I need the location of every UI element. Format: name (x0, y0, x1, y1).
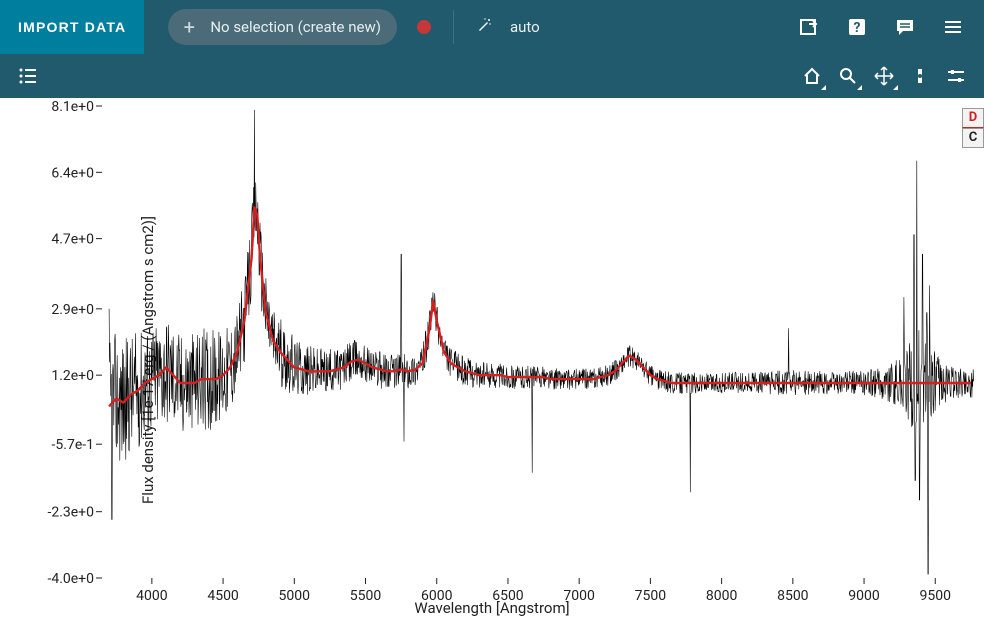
svg-text:9000: 9000 (848, 588, 880, 604)
svg-text:2.9e+0: 2.9e+0 (51, 302, 94, 318)
home-icon[interactable] (794, 58, 830, 94)
legend: D C (962, 108, 984, 148)
range-icon[interactable] (902, 58, 938, 94)
spectrum-chart: -4.0e+0 -2.3e+0 -5.7e-1 1.2e+0 2.9e+0 4.7e+0 6… (0, 98, 984, 621)
svg-text:4.7e+0: 4.7e+0 (51, 232, 94, 248)
divider (453, 10, 454, 44)
svg-text:5000: 5000 (279, 588, 311, 604)
auto-mode-label[interactable]: auto (510, 18, 540, 36)
svg-text:9500: 9500 (920, 588, 952, 604)
topbar: IMPORT DATA + No selection (create new) … (0, 0, 984, 54)
comment-icon[interactable] (894, 16, 916, 38)
pan-icon[interactable] (866, 58, 902, 94)
svg-text:6500: 6500 (492, 588, 524, 604)
svg-text:-5.7e-1: -5.7e-1 (52, 437, 94, 453)
plot-area[interactable]: Flux density [1e-17 erg / (Angstrom s cm… (0, 98, 984, 621)
plot-toolbar (0, 54, 984, 98)
legend-data-toggle[interactable]: D (962, 108, 984, 128)
selection-text: No selection (create new) (210, 18, 381, 36)
svg-text:-4.0e+0: -4.0e+0 (47, 571, 94, 587)
svg-text:6000: 6000 (421, 588, 453, 604)
svg-text:1.2e+0: 1.2e+0 (51, 368, 94, 384)
legend-continuum-toggle[interactable]: C (962, 128, 984, 148)
svg-text:-2.3e+0: -2.3e+0 (47, 505, 94, 521)
svg-text:5500: 5500 (350, 588, 382, 604)
topbar-actions: ? (798, 16, 984, 38)
svg-text:7000: 7000 (563, 588, 595, 604)
menu-icon[interactable] (942, 16, 964, 38)
plus-icon: + (178, 16, 200, 38)
magic-wand-icon[interactable] (476, 17, 492, 37)
svg-text:8.1e+0: 8.1e+0 (51, 99, 94, 115)
export-icon[interactable] (798, 16, 820, 38)
svg-text:?: ? (854, 20, 861, 36)
svg-text:8500: 8500 (777, 588, 809, 604)
svg-text:4500: 4500 (207, 588, 239, 604)
import-data-button[interactable]: IMPORT DATA (0, 0, 144, 54)
list-icon[interactable] (10, 58, 46, 94)
svg-text:8000: 8000 (706, 588, 738, 604)
svg-text:4000: 4000 (136, 588, 168, 604)
zoom-icon[interactable] (830, 58, 866, 94)
svg-text:7500: 7500 (635, 588, 667, 604)
record-indicator[interactable] (417, 20, 431, 34)
svg-text:6.4e+0: 6.4e+0 (51, 165, 94, 181)
selection-dropdown[interactable]: + No selection (create new) (168, 9, 397, 45)
settings-sliders-icon[interactable] (938, 58, 974, 94)
help-icon[interactable]: ? (846, 16, 868, 38)
